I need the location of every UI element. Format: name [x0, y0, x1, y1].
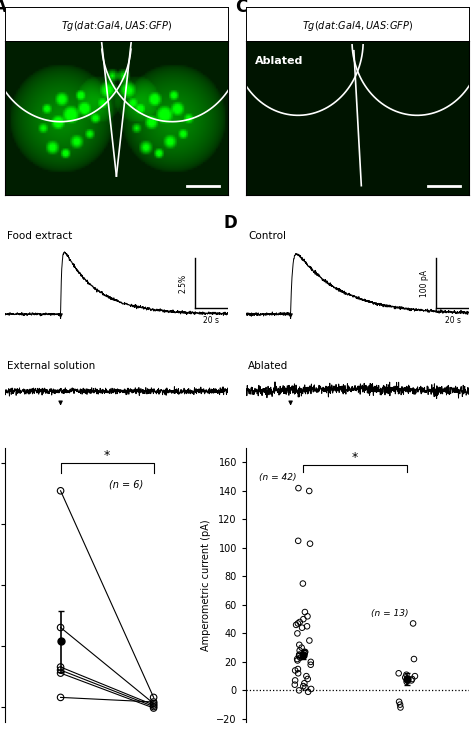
Point: [301, 682, 309, 693]
Point: [295, 650, 303, 662]
Text: D: D: [224, 214, 237, 232]
Point: [57, 667, 64, 679]
Point: [301, 646, 308, 658]
Point: [306, 635, 313, 647]
Text: External solution: External solution: [7, 361, 95, 371]
Point: [301, 647, 309, 659]
Point: [402, 669, 410, 681]
Text: 20 s: 20 s: [203, 316, 219, 324]
Point: [150, 696, 157, 708]
Point: [294, 535, 302, 547]
Point: [307, 683, 315, 695]
Point: [295, 483, 302, 494]
Point: [401, 671, 409, 683]
Point: [409, 673, 416, 685]
Point: [150, 699, 157, 711]
Point: [57, 661, 64, 673]
Point: [304, 673, 311, 685]
Point: [296, 616, 303, 628]
Point: [296, 652, 304, 663]
Text: 20 s: 20 s: [445, 316, 461, 324]
Text: 100 pA: 100 pA: [420, 270, 429, 297]
Point: [301, 646, 309, 658]
Point: [292, 619, 300, 631]
Point: [293, 653, 301, 665]
Point: [292, 674, 299, 686]
Text: C: C: [235, 0, 247, 16]
Point: [57, 485, 64, 496]
Point: [301, 607, 309, 618]
Point: [57, 664, 64, 676]
Point: [300, 680, 307, 692]
Point: [404, 674, 411, 686]
Point: [295, 649, 303, 660]
Point: [303, 620, 311, 632]
Point: [411, 670, 419, 682]
Point: [397, 701, 404, 713]
Y-axis label: Amperometric current (pA): Amperometric current (pA): [201, 519, 211, 651]
Text: *: *: [104, 449, 110, 462]
Text: $Tg(dat\!:\!Gal4,UAS\!:\!GFP)$: $Tg(dat\!:\!Gal4,UAS\!:\!GFP)$: [302, 19, 413, 33]
Point: [293, 628, 301, 639]
Point: [298, 642, 305, 653]
Text: $Tg(dat\!:\!Gal4,UAS\!:\!GFP)$: $Tg(dat\!:\!Gal4,UAS\!:\!GFP)$: [61, 19, 172, 33]
Point: [296, 644, 303, 656]
Point: [307, 659, 315, 671]
Point: [294, 655, 301, 666]
Point: [57, 692, 64, 703]
Point: [306, 538, 314, 550]
Text: Ablated: Ablated: [255, 56, 304, 66]
Point: [298, 622, 306, 634]
Text: *: *: [352, 451, 358, 464]
Point: [294, 663, 301, 675]
Point: [150, 692, 157, 703]
Point: [307, 656, 315, 668]
Point: [395, 668, 402, 679]
Point: [395, 696, 403, 708]
Point: [150, 702, 157, 714]
Point: [396, 699, 404, 711]
Point: [304, 686, 312, 698]
Point: [295, 639, 303, 650]
Text: (n = 42): (n = 42): [259, 472, 297, 482]
Text: 2.5%: 2.5%: [179, 273, 188, 293]
Point: [403, 676, 410, 687]
Point: [301, 677, 308, 689]
Point: [299, 577, 307, 589]
Point: [292, 665, 299, 677]
Point: [150, 701, 157, 712]
Point: [304, 610, 311, 622]
Text: Control: Control: [248, 230, 286, 241]
Text: (n = 13): (n = 13): [371, 609, 408, 618]
Point: [302, 670, 310, 682]
Point: [408, 674, 415, 686]
Point: [150, 698, 157, 709]
Point: [295, 685, 303, 696]
Point: [294, 617, 301, 629]
Text: (n = 6): (n = 6): [109, 480, 143, 490]
Point: [57, 622, 64, 634]
Point: [294, 668, 302, 679]
Text: Ablated: Ablated: [248, 361, 288, 371]
Point: [296, 649, 303, 660]
Point: [291, 679, 299, 690]
Text: Food extract: Food extract: [7, 230, 72, 241]
Point: [410, 617, 417, 629]
Text: A: A: [0, 0, 7, 16]
Point: [300, 613, 307, 625]
Point: [410, 653, 418, 665]
Point: [305, 485, 313, 496]
